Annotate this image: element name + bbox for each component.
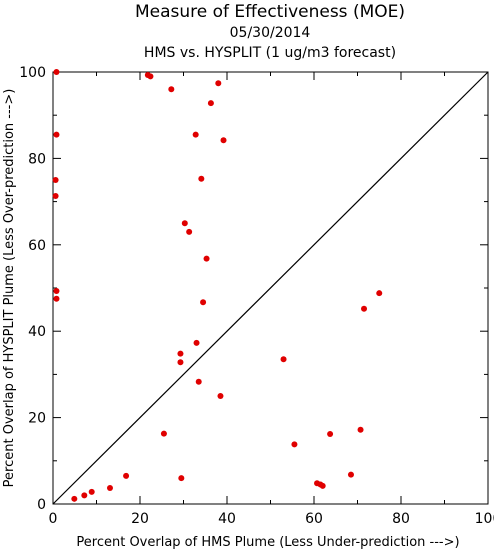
y-tick-label: 80 [28,151,46,167]
data-point [53,288,60,295]
y-tick-label: 100 [19,65,46,81]
data-point [81,492,88,499]
data-point [123,472,130,479]
data-point [178,475,185,482]
reference-diagonal [52,71,489,505]
data-point [186,228,193,235]
data-points [52,69,383,502]
x-tick-label: 40 [218,511,236,527]
y-tick-label: 0 [37,497,46,513]
data-point [53,69,60,75]
data-point [195,378,202,385]
data-point [53,295,60,302]
x-tick-label: 0 [49,511,58,527]
x-tick-label: 100 [475,511,494,527]
data-point [217,393,224,399]
data-point [215,80,222,87]
data-point [160,430,167,437]
data-point [192,131,199,138]
data-point [52,192,59,199]
data-point [376,290,383,297]
data-point [220,137,227,144]
data-point [52,177,59,183]
data-point [168,86,175,93]
data-point [177,350,184,357]
data-point [198,175,205,182]
y-tick-label: 40 [28,324,46,340]
data-point [181,220,188,227]
chart-date: 05/30/2014 [230,25,311,41]
chart-subtitle: HMS vs. HYSPLIT (1 ug/m3 forecast) [144,45,396,61]
data-point [361,305,368,312]
chart-title: Measure of Effectiveness (MOE) [135,2,405,22]
data-point [53,131,60,138]
data-point [106,485,113,492]
data-point [88,488,95,495]
y-axis-label: Percent Overlap of HYSPLIT Plume (Less O… [2,89,17,488]
data-point [177,359,184,366]
data-point [207,100,214,107]
data-point [193,339,200,346]
axis-ticks: 0 20 40 60 80 100 0 20 40 60 80 100 [19,65,494,527]
data-point [319,482,326,489]
x-tick-label: 20 [131,511,149,527]
data-point [203,255,210,262]
diagonal-line [52,71,489,505]
data-point [280,356,287,363]
y-tick-label: 60 [28,238,46,254]
data-point [200,299,207,306]
x-tick-label: 80 [392,511,410,527]
y-tick-label: 20 [28,411,46,427]
data-point [347,471,354,478]
x-tick-label: 60 [305,511,323,527]
data-point [357,426,364,433]
x-axis-label: Percent Overlap of HMS Plume (Less Under… [76,535,459,550]
data-point [327,431,334,438]
data-point [147,73,154,80]
data-point [291,441,298,448]
data-point [71,495,78,502]
